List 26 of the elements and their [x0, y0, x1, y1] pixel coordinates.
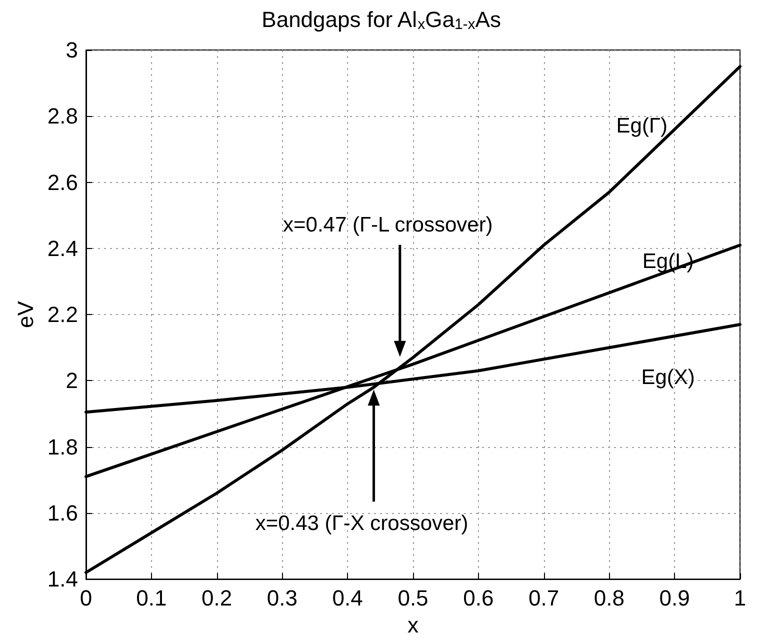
x-tick-label: 0.5	[398, 586, 428, 611]
x-tick-label: 0.8	[594, 586, 624, 611]
x-tick-label: 0.9	[659, 586, 690, 611]
x-tick-label: 0.2	[202, 586, 232, 611]
y-tick-label: 3	[66, 38, 78, 62]
y-tick-label: 2.6	[47, 170, 78, 195]
x-tick-label: 0.1	[136, 586, 167, 611]
x-tick-label: 1	[734, 586, 746, 611]
x-tick-label: 0.3	[266, 586, 298, 611]
y-tick-label: 1.4	[47, 566, 78, 592]
x-tick-label: 0	[80, 586, 92, 611]
series-label: Eg(Γ)	[616, 114, 668, 138]
x-tick-label: 0.6	[463, 586, 494, 611]
annotation: x=0.43 (Γ-X crossover)	[255, 512, 468, 536]
y-tick-label: 2.8	[47, 104, 78, 129]
y-tick-label: 2	[66, 368, 78, 394]
x-tick-label: 0.7	[528, 586, 560, 611]
y-axis-title: eV	[13, 300, 38, 328]
y-tick-label: 1.8	[47, 434, 78, 460]
series-label: Eg(X)	[641, 366, 695, 389]
y-tick-label: 2.2	[47, 302, 78, 328]
annotation: x=0.47 (Γ-L crossover)	[283, 213, 493, 236]
x-tick-label: 0.4	[332, 586, 363, 611]
y-tick-label: 1.6	[47, 500, 78, 526]
y-tick-label: 2.4	[47, 236, 78, 261]
x-axis-title: x	[408, 612, 418, 638]
